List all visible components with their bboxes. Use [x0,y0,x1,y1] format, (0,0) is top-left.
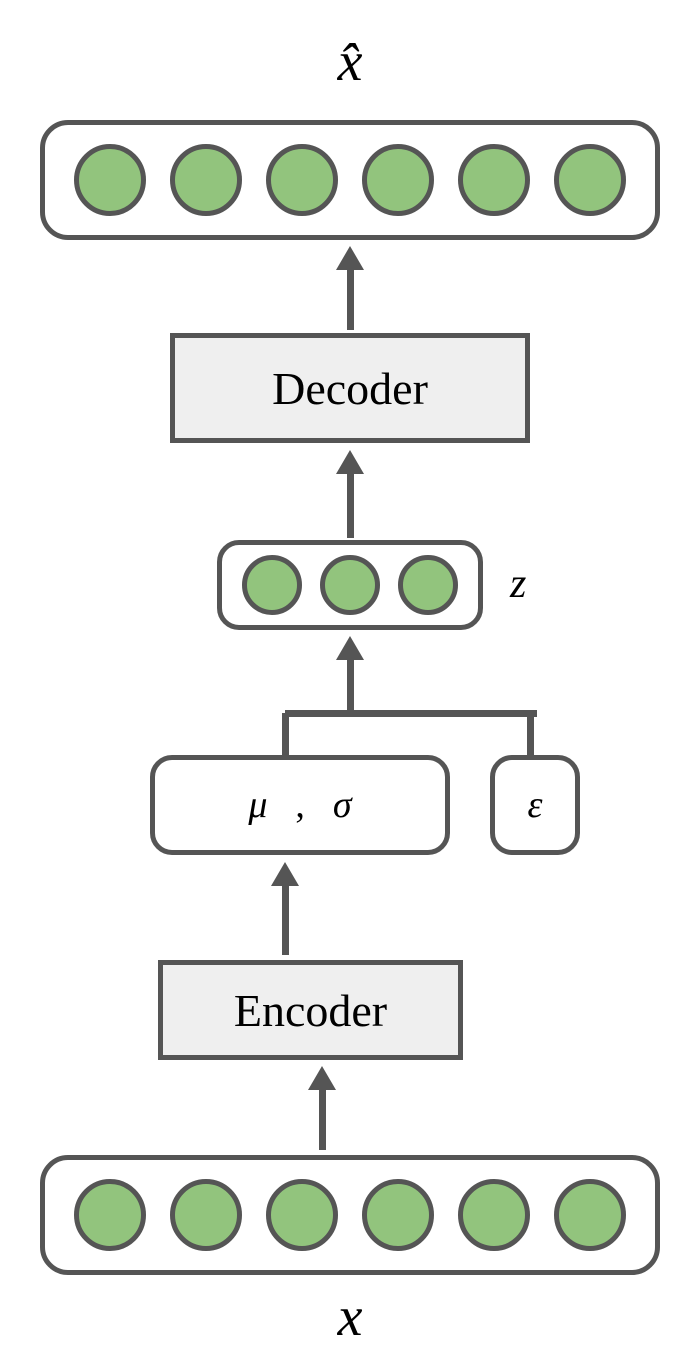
branch-right-drop [527,713,534,755]
z-label: z [510,560,526,608]
neuron-circle [242,555,302,615]
branch-left-drop [282,713,289,755]
neuron-circle [554,1179,626,1251]
neuron-circle [266,1179,338,1251]
z-vector [217,540,483,630]
arrow-decoder-to-output-head [336,246,364,270]
branch-horizontal [285,710,537,717]
arrow-merge-to-z-head [336,636,364,660]
neuron-circle [170,1179,242,1251]
neuron-circle [74,1179,146,1251]
neuron-circle [320,555,380,615]
comma-label: , [295,783,305,827]
arrow-merge-to-z-shaft [347,660,354,713]
neuron-circle [458,1179,530,1251]
arrow-input-to-encoder-head [308,1066,336,1090]
encoder-block: Encoder [158,960,463,1060]
arrow-encoder-to-params-shaft [282,886,289,955]
mu-sigma-box: μ, σ [150,755,450,855]
x-hat-label: x̂ [338,30,363,94]
arrow-encoder-to-params-head [271,862,299,886]
neuron-circle [170,144,242,216]
neuron-circle [362,144,434,216]
x-label: x [338,1285,363,1349]
neuron-circle [362,1179,434,1251]
branch-stub [347,711,354,717]
sigma-label: σ [333,783,352,827]
decoder-block: Decoder [170,333,530,443]
neuron-circle [398,555,458,615]
neuron-circle [554,144,626,216]
arrow-input-to-encoder-shaft [319,1090,326,1150]
output-vector [40,120,660,240]
arrow-z-to-decoder-shaft [347,474,354,538]
neuron-circle [266,144,338,216]
arrow-z-to-decoder-head [336,450,364,474]
neuron-circle [458,144,530,216]
neuron-circle [74,144,146,216]
input-vector [40,1155,660,1275]
arrow-decoder-to-output-shaft [347,270,354,330]
mu-label: μ [248,783,267,827]
epsilon-box: ε [490,755,580,855]
vae-diagram: x̂ Decoder z μ, σ ε Encoder x [0,0,700,1355]
